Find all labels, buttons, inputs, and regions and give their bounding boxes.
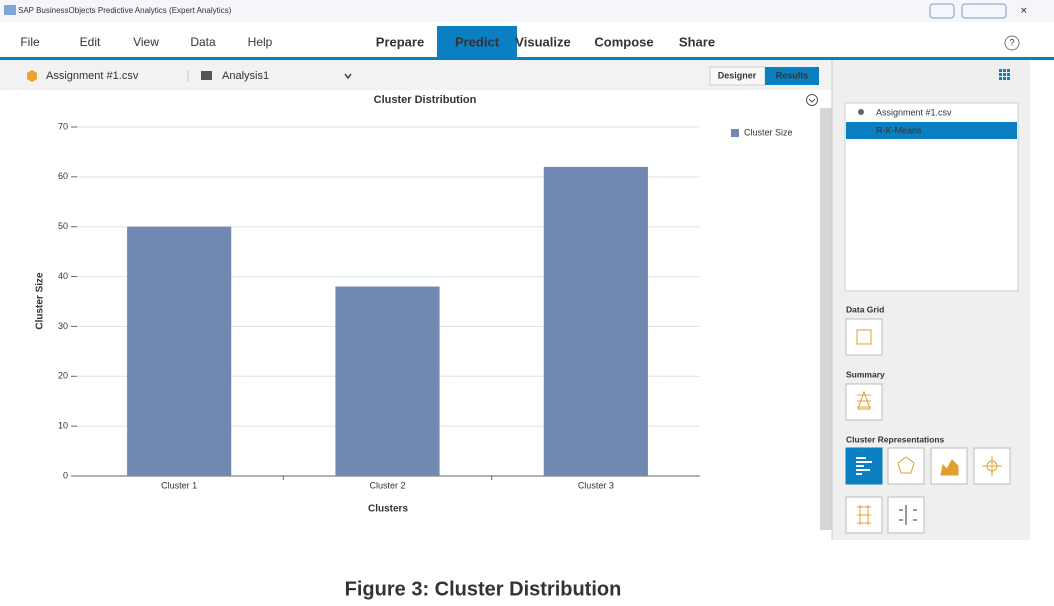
section-title: Data Grid — [846, 304, 884, 314]
menu-item[interactable]: Data — [190, 35, 216, 49]
tree-icon — [858, 109, 864, 115]
tab[interactable]: Share — [679, 34, 715, 49]
help-icon[interactable] — [1004, 35, 1020, 51]
tab[interactable]: Prepare — [376, 34, 424, 49]
figure-caption: Figure 3: Cluster Distribution — [345, 578, 622, 600]
tab[interactable]: Visualize — [515, 34, 570, 49]
active-tab[interactable] — [437, 26, 517, 58]
folder-icon — [201, 71, 212, 80]
y-tick-label: 50 — [58, 221, 68, 231]
tab[interactable]: Predict — [455, 34, 500, 49]
menu-item[interactable]: Help — [248, 35, 273, 49]
menu-bar — [0, 22, 1054, 58]
title-bar — [0, 0, 1054, 22]
bar[interactable] — [543, 166, 648, 476]
toolbar — [0, 60, 832, 90]
x-tick-label: Cluster 3 — [578, 480, 614, 490]
window-button[interactable] — [929, 3, 955, 19]
y-tick-label: 10 — [58, 421, 68, 431]
y-tick-label: 70 — [58, 121, 68, 131]
x-tick-label: Cluster 1 — [161, 480, 197, 490]
x-tick-label: Cluster 2 — [369, 480, 405, 490]
section-title: Cluster Representations — [846, 434, 945, 444]
menu-item[interactable]: File — [20, 35, 40, 49]
menu-item[interactable]: View — [133, 35, 159, 49]
help-icon-mark: ? — [1009, 37, 1014, 47]
dataset-icon — [27, 70, 37, 82]
bar[interactable] — [335, 286, 440, 476]
analysis-name[interactable]: Analysis1 — [222, 70, 269, 82]
legend-label: Cluster Size — [744, 127, 793, 137]
section-title: Summary — [846, 369, 885, 379]
bar[interactable] — [127, 226, 232, 476]
scrollbar[interactable] — [820, 108, 832, 530]
y-tick-label: 60 — [58, 171, 68, 181]
y-tick-label: 40 — [58, 271, 68, 281]
window-title: SAP BusinessObjects Predictive Analytics… — [18, 6, 232, 15]
close-button[interactable]: ✕ — [1020, 5, 1028, 15]
dropdown-arrow[interactable] — [344, 73, 352, 80]
legend-swatch — [731, 129, 739, 137]
window-button[interactable] — [961, 3, 1007, 19]
tab[interactable]: Compose — [594, 34, 653, 49]
view-button-label[interactable]: Results — [776, 70, 809, 80]
y-tick-label: 0 — [63, 470, 68, 480]
chart-title: Cluster Distribution — [374, 94, 477, 106]
menu-item[interactable]: Edit — [80, 35, 101, 49]
grid-icon[interactable] — [999, 69, 1010, 80]
app-icon — [4, 5, 16, 15]
tree-item[interactable]: R-K-Means — [876, 125, 922, 135]
view-button-label[interactable]: Designer — [718, 70, 757, 80]
collapse-icon[interactable] — [806, 94, 818, 106]
icon-glyphs — [856, 329, 1002, 525]
y-axis-label: Cluster Size — [35, 272, 46, 330]
results-button[interactable] — [765, 67, 819, 85]
y-tick-label: 30 — [58, 321, 68, 331]
menu-underline — [0, 57, 1054, 60]
dataset-name[interactable]: Assignment #1.csv — [46, 70, 139, 82]
y-tick-label: 20 — [58, 371, 68, 381]
x-axis-label: Clusters — [368, 504, 408, 515]
tree-selection — [846, 122, 1017, 139]
tree-item[interactable]: Assignment #1.csv — [876, 107, 952, 117]
collapse-icon-mark — [808, 98, 816, 103]
